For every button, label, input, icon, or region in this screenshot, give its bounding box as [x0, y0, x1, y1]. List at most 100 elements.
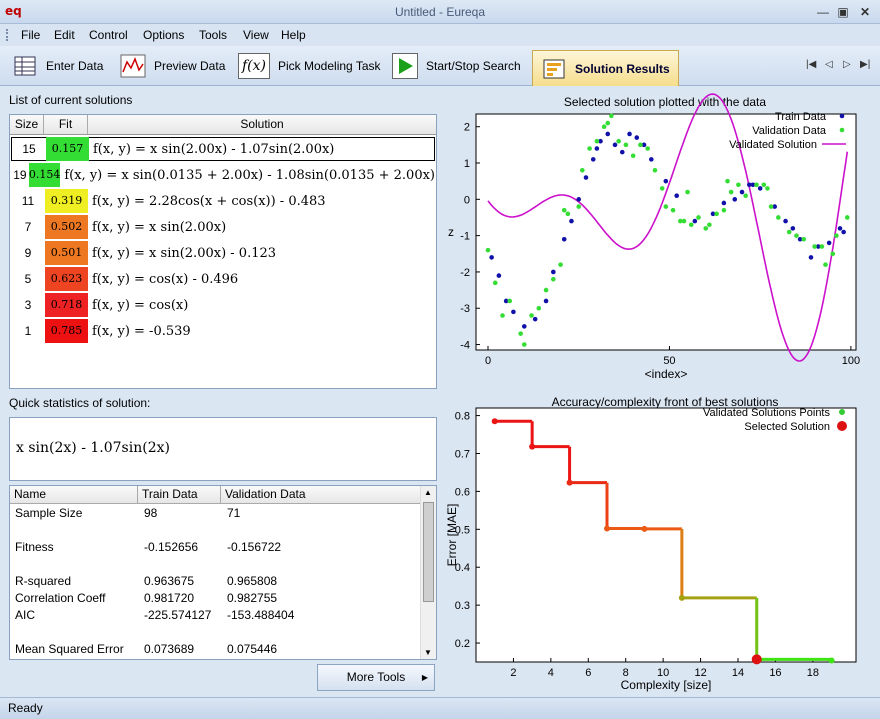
train-point — [841, 229, 846, 235]
menu-tools[interactable]: Tools — [199, 28, 228, 42]
solution-row[interactable]: 1 0.785 f(x, y) = -0.539 — [11, 319, 435, 343]
stat-validation: 0.982755 — [227, 591, 278, 605]
scroll-thumb[interactable] — [423, 502, 434, 602]
solution-fit: 0.154 — [28, 163, 61, 187]
preview-data-button[interactable]: Preview Data — [120, 50, 225, 82]
train-point — [619, 149, 625, 155]
x-tick-label: 6 — [585, 667, 591, 679]
legend-solution: Validated Solution — [729, 139, 817, 151]
enter-data-button[interactable]: Enter Data — [12, 50, 103, 82]
validation-point — [580, 167, 585, 173]
train-point — [594, 146, 600, 151]
col-fit[interactable]: Fit — [44, 115, 88, 134]
y-tick-label: 0.2 — [455, 638, 470, 650]
solution-row[interactable]: 9 0.501 f(x, y) = x sin(2.00x) - 0.123 — [11, 241, 435, 265]
stat-train: 98 — [144, 506, 158, 520]
solution-row[interactable]: 19 0.154 f(x, y) = x sin(0.0135 + 2.00x) -… — [11, 163, 435, 187]
close-icon[interactable]: ✕ — [859, 5, 871, 19]
solution-size: 9 — [24, 246, 32, 260]
y-tick-label: 0.6 — [455, 486, 470, 498]
more-tools-label: More Tools — [346, 670, 406, 684]
status-text: Ready — [8, 701, 43, 715]
legend-validation-marker — [839, 127, 845, 133]
stats-table: Name Train Data Validation Data Sample S… — [9, 485, 437, 660]
validation-point — [830, 251, 836, 257]
validation-point — [801, 236, 807, 242]
y-tick-label: 2 — [464, 122, 470, 134]
solution-row[interactable]: 7 0.502 f(x, y) = x sin(2.00x) — [11, 215, 435, 239]
col-size[interactable]: Size — [10, 115, 44, 134]
stat-validation: 71 — [227, 506, 241, 520]
stats-row — [14, 625, 414, 639]
menu-view[interactable]: View — [243, 28, 269, 42]
solution-equation: f(x, y) = x sin(2.00x) - 0.123 — [92, 245, 277, 261]
y-tick-label: 0 — [464, 194, 470, 206]
pareto-front-plot: Accuracy/complexity front of best soluti… — [445, 395, 857, 692]
validation-point — [685, 189, 690, 195]
menu-file[interactable]: File — [21, 28, 41, 42]
stats-row: Sample Size 98 71 — [14, 506, 414, 520]
menu-options[interactable]: Options — [143, 28, 185, 42]
train-point — [576, 197, 582, 202]
validation-point — [663, 204, 669, 209]
train-point — [808, 255, 814, 260]
results-icon — [541, 56, 567, 82]
legend-points-marker — [839, 409, 845, 415]
solution-results-tab[interactable]: Solution Results — [532, 50, 679, 86]
menu-control[interactable]: Control — [89, 28, 128, 42]
stats-row: Fitness -0.152656 -0.156722 — [14, 540, 414, 554]
solution-row[interactable]: 15 0.157 f(x, y) = x sin(2.00x) - 1.07sin(… — [11, 137, 435, 161]
stat-train: 0.073689 — [144, 642, 195, 656]
train-point — [746, 182, 752, 188]
train-point — [583, 175, 589, 180]
scroll-down-icon[interactable]: ▼ — [424, 648, 432, 657]
train-point — [837, 226, 843, 231]
validation-point — [678, 218, 683, 224]
col-name[interactable]: Name — [10, 486, 138, 503]
solution-fit: 0.785 — [45, 319, 88, 343]
chart-title: Accuracy/complexity front of best soluti… — [552, 395, 779, 409]
validation-point — [725, 178, 730, 184]
stats-scrollbar[interactable]: ▲ ▼ — [420, 486, 436, 659]
validation-point — [543, 287, 549, 293]
prev-page-icon[interactable]: ◁ — [825, 59, 833, 70]
solution-size: 1 — [24, 324, 32, 338]
selected-expression: x sin(2x) - 1.07sin(2x) — [16, 440, 170, 456]
minimize-icon[interactable]: — — [817, 5, 829, 19]
maximize-icon[interactable]: ▣ — [837, 5, 849, 19]
pick-modeling-task-button[interactable]: f(x) Pick Modeling Task — [238, 50, 381, 82]
title-bar: eq Untitled - Eureqa — ▣ ✕ — [0, 0, 880, 24]
start-stop-search-button[interactable]: Start/Stop Search — [392, 50, 521, 82]
validation-point — [688, 222, 694, 228]
validation-point — [518, 331, 523, 336]
validation-point — [630, 153, 636, 159]
start-stop-search-label: Start/Stop Search — [426, 59, 521, 73]
menu-edit[interactable]: Edit — [54, 28, 75, 42]
x-tick-label: 8 — [623, 667, 629, 679]
first-page-icon[interactable]: |◀ — [806, 59, 817, 70]
stat-validation: 0.965808 — [227, 574, 278, 588]
chart-title: Selected solution plotted with the data — [564, 95, 766, 109]
next-page-icon[interactable]: ▷ — [843, 59, 851, 70]
col-train[interactable]: Train Data — [138, 486, 221, 503]
col-solution[interactable]: Solution — [240, 117, 284, 131]
stat-train: 0.963675 — [144, 574, 195, 588]
col-validation[interactable]: Validation Data — [225, 487, 306, 501]
menu-help[interactable]: Help — [281, 28, 306, 42]
scroll-up-icon[interactable]: ▲ — [424, 488, 432, 497]
legend-selected: Selected Solution — [744, 421, 830, 433]
chart-icon — [120, 53, 146, 79]
x-tick-label: 14 — [732, 667, 744, 679]
more-tools-button[interactable]: More Tools ▶ — [317, 664, 435, 691]
solution-row[interactable]: 3 0.718 f(x, y) = cos(x) — [11, 293, 435, 317]
validation-point — [707, 222, 712, 228]
train-point — [511, 309, 516, 315]
last-page-icon[interactable]: ▶| — [860, 59, 871, 70]
stats-row: Correlation Coeff 0.981720 0.982755 — [14, 591, 414, 605]
solution-row[interactable]: 11 0.319 f(x, y) = 2.28cos(x + cos(x)) - 0… — [11, 189, 435, 213]
solution-row[interactable]: 5 0.623 f(x, y) = cos(x) - 0.496 — [11, 267, 435, 291]
solutions-list-label: List of current solutions — [9, 93, 133, 107]
x-tick-label: 4 — [548, 667, 554, 679]
train-point — [750, 182, 756, 188]
solution-point — [678, 594, 685, 601]
